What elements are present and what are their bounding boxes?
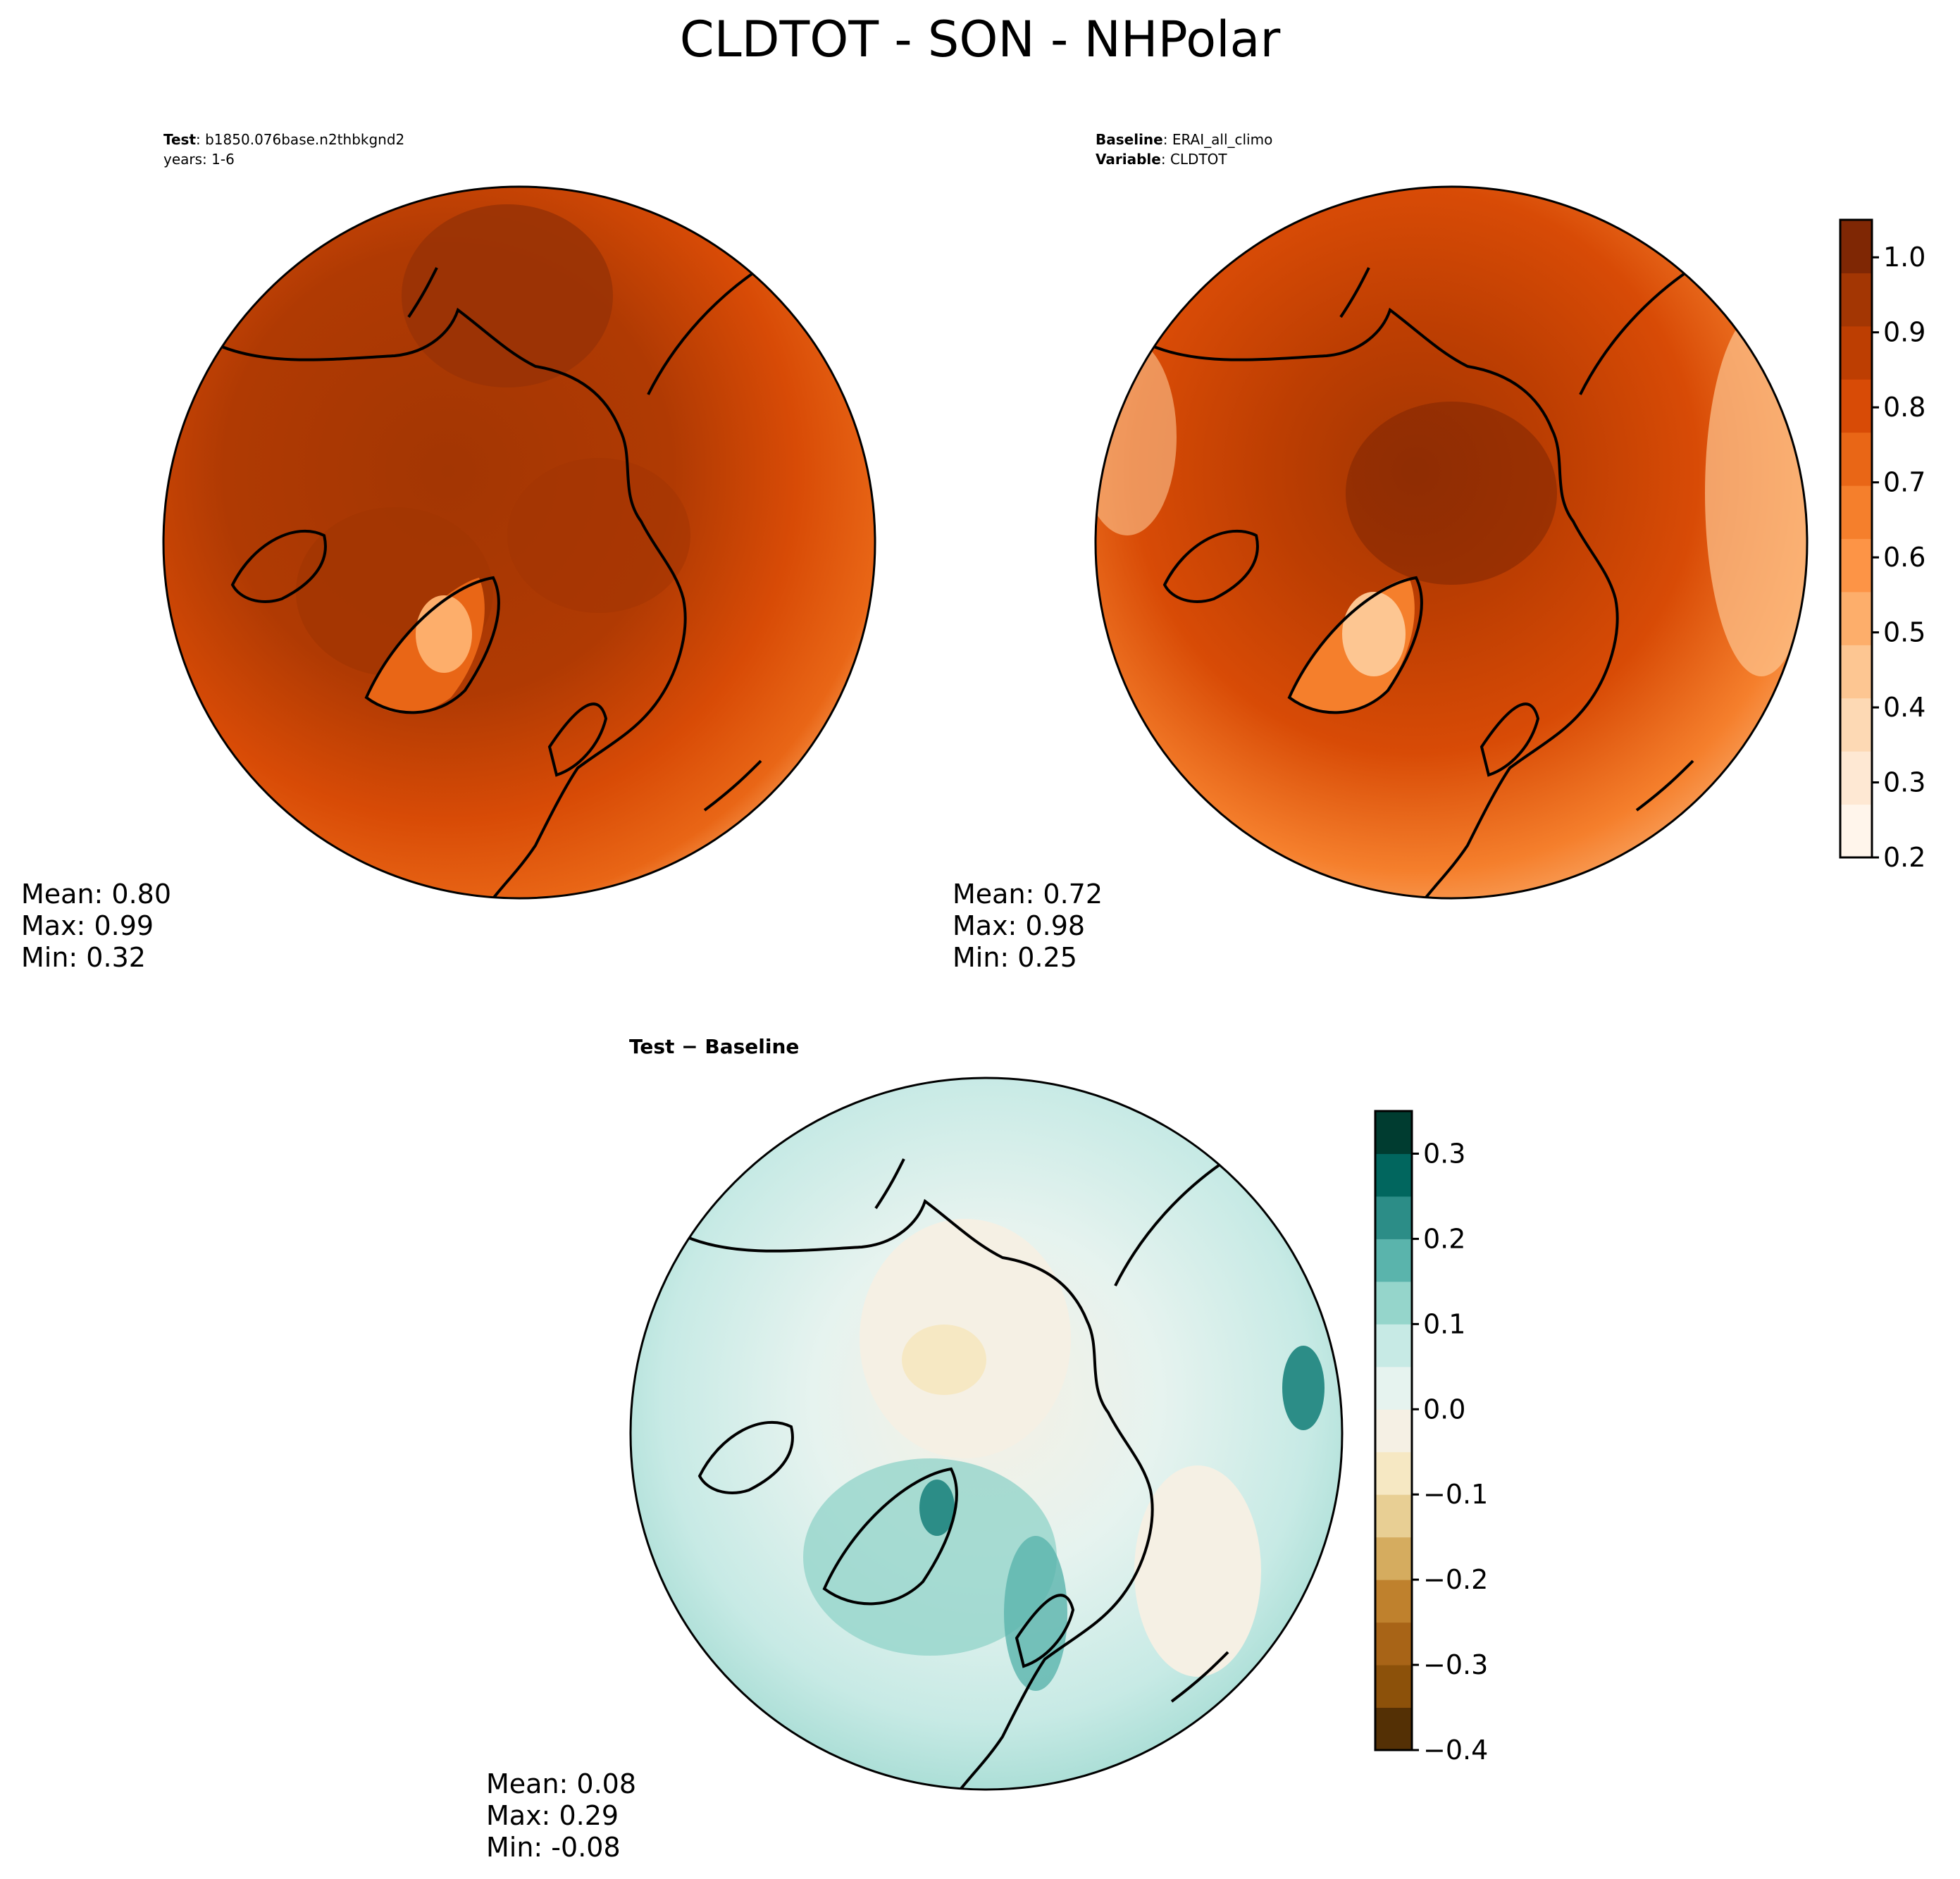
colorbar-swatch (1840, 538, 1872, 593)
baseline-coastlines (1150, 266, 1694, 898)
colorbar-swatch (1840, 220, 1872, 273)
test-contour-high-3 (507, 458, 690, 613)
variable-name: : CLDTOT (1161, 151, 1228, 168)
baseline-min: Min: 0.25 (953, 942, 1077, 973)
colorbar-cloud-fraction-ticks: 0.2 0.3 0.4 0.5 0.6 0.7 0.8 0.9 1.0 (1872, 242, 1925, 873)
colorbar-swatch (1375, 1494, 1412, 1538)
difference-min: Min: -0.08 (486, 1832, 621, 1863)
colorbar-tick-label: 0.7 (1883, 467, 1925, 498)
difference-map[interactable] (631, 1078, 1342, 1790)
test-map-boundary (162, 185, 876, 900)
colorbar-tick-label: 0.2 (1883, 842, 1925, 873)
colorbar-tick-label: 0.0 (1423, 1394, 1465, 1425)
baseline-case-name: : ERAI_all_climo (1163, 131, 1273, 148)
test-header-label: Test (163, 131, 196, 148)
colorbar-tick-label: 0.2 (1423, 1223, 1465, 1254)
test-min: Min: 0.32 (21, 942, 146, 973)
panel-difference: Test − Baseline Mean: 0.08 Max: 0.29 (486, 1035, 1344, 1863)
figure-title: CLDTOT - SON - NHPolar (680, 11, 1281, 68)
colorbar-tick-label: 0.3 (1883, 767, 1925, 798)
colorbar-tick-label: 0.6 (1883, 542, 1925, 573)
colorbar-difference-ticks: −0.4 −0.3 −0.2 −0.1 0.0 0.1 0.2 0.3 (1412, 1138, 1488, 1766)
baseline-contour-low-east (1705, 310, 1807, 676)
baseline-max: Max: 0.98 (953, 910, 1085, 941)
colorbar-tick-label: 1.0 (1883, 242, 1925, 273)
baseline-mean: Mean: 0.72 (953, 879, 1103, 910)
test-greenland-min (416, 595, 472, 673)
colorbar-swatch (1840, 485, 1872, 539)
difference-contour-max (1282, 1346, 1325, 1430)
colorbar-swatch (1375, 1622, 1412, 1666)
baseline-contour-high (1346, 402, 1557, 585)
colorbar-swatch (1840, 645, 1872, 699)
colorbar-cloud-fraction-frame (1839, 218, 1873, 859)
difference-max: Max: 0.29 (486, 1800, 619, 1831)
difference-header: Test − Baseline (629, 1035, 799, 1058)
colorbar-tick-label: 0.4 (1883, 692, 1925, 723)
colorbar-cloud-fraction: 0.2 0.3 0.4 0.5 0.6 0.7 0.8 0.9 1.0 (1839, 218, 1925, 873)
baseline-header-label: Baseline (1096, 131, 1163, 148)
colorbar-tick-label: 0.5 (1883, 617, 1925, 648)
difference-map-boundary (629, 1077, 1344, 1791)
test-case-name: : b1850.076base.n2thbkgnd2 (196, 131, 404, 148)
difference-contour-greenland (919, 1480, 955, 1536)
colorbar-swatch (1840, 697, 1872, 752)
colorbar-cloud-fraction-swatches (1840, 220, 1872, 858)
colorbar-tick-label: −0.4 (1423, 1735, 1488, 1766)
panel-test: Test: b1850.076base.n2thbkgnd2 years: 1-… (21, 131, 876, 973)
panel-baseline: Baseline: ERAI_all_climo Variable: CLDTO… (953, 131, 1809, 973)
colorbar-swatch (1375, 1707, 1412, 1751)
colorbar-difference-swatches (1375, 1111, 1412, 1751)
svg-text:Variable: CLDTOT: Variable: CLDTOT (1096, 151, 1227, 168)
colorbar-swatch (1375, 1451, 1412, 1495)
svg-text:Test: b1850.076base.n2thbkgnd2: Test: b1850.076base.n2thbkgnd2 (163, 131, 404, 148)
test-max: Max: 0.99 (21, 910, 154, 941)
colorbar-swatch (1840, 273, 1872, 327)
colorbar-swatch (1375, 1580, 1412, 1623)
colorbar-swatch (1840, 751, 1872, 805)
colorbar-swatch (1840, 432, 1872, 486)
colorbar-swatch (1840, 379, 1872, 433)
difference-contour-negative (902, 1325, 986, 1395)
colorbar-swatch (1375, 1537, 1412, 1580)
colorbar-tick-label: 0.3 (1423, 1138, 1465, 1169)
colorbar-swatch (1840, 804, 1872, 858)
difference-coastlines (685, 1158, 1229, 1790)
colorbar-swatch (1375, 1324, 1412, 1368)
colorbar-tick-label: 0.8 (1883, 392, 1925, 423)
colorbar-swatch (1375, 1665, 1412, 1709)
colorbar-swatch (1375, 1196, 1412, 1239)
colorbar-swatch (1840, 591, 1872, 645)
colorbar-difference-frame (1374, 1110, 1413, 1751)
colorbar-swatch (1375, 1111, 1412, 1154)
test-mean: Mean: 0.80 (21, 879, 171, 910)
difference-mean: Mean: 0.08 (486, 1768, 636, 1799)
baseline-greenland-min (1342, 592, 1406, 676)
colorbar-tick-label: 0.9 (1883, 317, 1925, 348)
colorbar-swatch (1375, 1409, 1412, 1453)
variable-label: Variable (1096, 151, 1161, 168)
colorbar-swatch (1375, 1366, 1412, 1410)
colorbar-swatch (1375, 1239, 1412, 1282)
difference-contour-atlantic (803, 1458, 1057, 1656)
colorbar-tick-label: 0.1 (1423, 1308, 1465, 1339)
test-map[interactable] (163, 187, 875, 898)
test-coastlines (218, 266, 762, 898)
colorbar-difference: −0.4 −0.3 −0.2 −0.1 0.0 0.1 0.2 0.3 (1374, 1110, 1488, 1766)
colorbar-swatch (1375, 1153, 1412, 1197)
colorbar-tick-label: −0.1 (1423, 1479, 1488, 1510)
baseline-contour-low-west (1096, 338, 1177, 535)
colorbar-swatch (1375, 1281, 1412, 1325)
difference-contour-europe (1134, 1465, 1261, 1677)
colorbar-tick-label: −0.3 (1423, 1649, 1488, 1680)
test-contour-high-1 (402, 204, 613, 387)
baseline-map-boundary (1094, 185, 1809, 900)
test-years: years: 1-6 (163, 151, 235, 168)
colorbar-tick-label: −0.2 (1423, 1564, 1488, 1595)
svg-text:Baseline: ERAI_all_climo: Baseline: ERAI_all_climo (1096, 131, 1272, 148)
colorbar-swatch (1840, 325, 1872, 380)
